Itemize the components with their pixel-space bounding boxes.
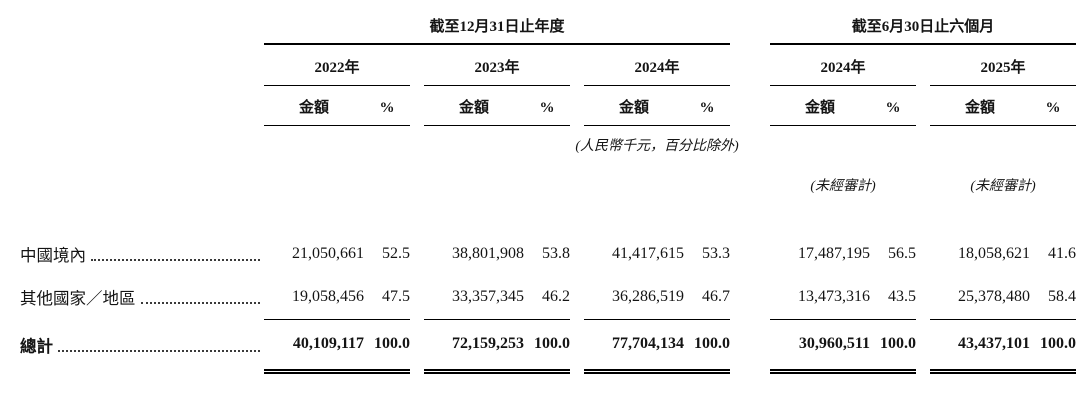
total-percent-cell: 100.0 (684, 319, 731, 374)
row-label-total: 總計 (20, 333, 264, 357)
total-percent-cell: 100.0 (364, 319, 410, 374)
amount-cell: 21,050,661 (292, 245, 364, 262)
section-title-interim: 截至6月30日止六個月 (770, 12, 1077, 45)
percent-header: % (364, 85, 410, 126)
amount-cell: 33,357,345 (424, 275, 524, 320)
amount-header: 金額 (584, 85, 684, 126)
year-2022: 2022年 (264, 44, 410, 86)
total-amount-cell: 43,437,101 (930, 319, 1031, 374)
amount-header: 金額 (930, 85, 1031, 126)
total-amount-cell: 77,704,134 (584, 319, 684, 374)
amount-cell: 38,801,908 (452, 245, 524, 262)
label-spacer (20, 12, 264, 44)
percent-cell: 46.2 (524, 275, 570, 320)
unaudited-note: (未經審計) (810, 179, 876, 194)
year-2023: 2023年 (424, 44, 570, 86)
percent-header: % (524, 85, 570, 126)
section-header-row: 截至12月31日止年度 截至6月30日止六個月 (20, 12, 1077, 45)
total-amount-cell: 72,159,253 (424, 319, 524, 374)
amount-cell: 17,487,195 (798, 245, 871, 262)
amount-cell: 36,286,519 (584, 275, 684, 320)
amount-header: 金額 (264, 85, 364, 126)
year-2025-interim: 2025年 (930, 44, 1077, 86)
total-percent-cell: 100.0 (870, 319, 917, 374)
amount-cell: 19,058,456 (264, 275, 364, 320)
row-label: 中國境內 (20, 242, 264, 266)
table-row-china-domestic: 中國境內 21,050,661 52.5 38,801,908 53.8 41,… (20, 233, 1076, 275)
year-2024-interim: 2024年 (770, 44, 917, 86)
unaudited-note: (未經審計) (970, 179, 1036, 194)
table-row-other-countries: 其他國家／地區 19,058,456 47.5 33,357,345 46.2 … (20, 275, 1077, 320)
unaudited-note-row: (未經審計) (未經審計) (20, 165, 1076, 205)
currency-unit-note: (人民幣千元，百分比除外) (575, 139, 739, 155)
total-amount-cell: 30,960,511 (770, 319, 871, 374)
unit-note-row: (人民幣千元，百分比除外) (20, 125, 1076, 165)
table-row-total: 總計 40,109,117 100.0 72,159,253 100.0 77,… (20, 319, 1077, 374)
section-title-annual: 截至12月31日止年度 (264, 12, 731, 45)
percent-cell: 53.8 (542, 245, 570, 262)
total-percent-cell: 100.0 (1030, 319, 1077, 374)
dot-leader (58, 350, 260, 352)
dot-leader (91, 259, 260, 261)
percent-header: % (684, 85, 731, 126)
amount-cell: 41,417,615 (612, 245, 684, 262)
percent-cell: 47.5 (364, 275, 410, 320)
unit-note-cell: (人民幣千元，百分比除外) (575, 125, 738, 165)
dot-leader (140, 302, 260, 304)
year-header-row: 2022年 2023年 2024年 2024年 2025年 (20, 44, 1077, 86)
percent-cell: 53.3 (702, 245, 731, 262)
row-label: 其他國家／地區 (20, 285, 264, 309)
total-percent-cell: 100.0 (524, 319, 570, 374)
spacer-row (20, 205, 1076, 233)
percent-cell: 43.5 (870, 275, 917, 320)
section-gap (730, 12, 770, 44)
amount-cell: 18,058,621 (958, 245, 1031, 262)
percent-cell: 52.5 (382, 245, 410, 262)
percent-cell: 46.7 (684, 275, 731, 320)
year-2024: 2024年 (584, 44, 731, 86)
percent-cell: 56.5 (888, 245, 917, 262)
amount-header: 金額 (424, 85, 524, 126)
unaudited-note-cell-2025: (未經審計) (930, 165, 1076, 205)
column-header-row: 金額 % 金額 % 金額 % 金額 % 金額 % (20, 85, 1077, 126)
total-amount-cell: 40,109,117 (264, 319, 364, 374)
geographic-revenue-table: 截至12月31日止年度 截至6月30日止六個月 2022年 2023年 2024… (20, 12, 1077, 374)
amount-header: 金額 (770, 85, 871, 126)
unaudited-note-cell-2024: (未經審計) (770, 165, 916, 205)
percent-cell: 41.6 (1048, 245, 1077, 262)
percent-header: % (1030, 85, 1077, 126)
percent-header: % (870, 85, 917, 126)
percent-cell: 58.4 (1030, 275, 1077, 320)
amount-cell: 25,378,480 (930, 275, 1031, 320)
amount-cell: 13,473,316 (770, 275, 871, 320)
